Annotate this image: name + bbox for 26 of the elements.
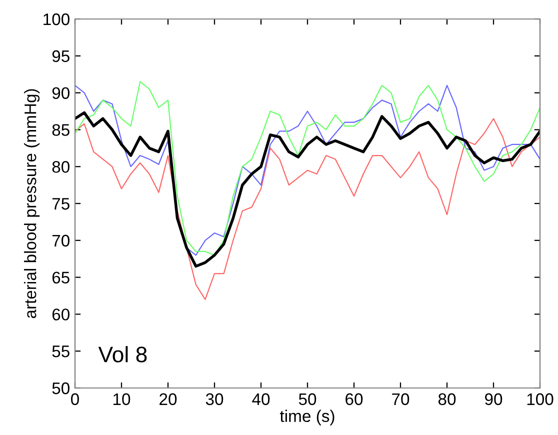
y-tick-label: 80 xyxy=(52,161,70,173)
x-tick-label: 90 xyxy=(485,393,502,406)
y-tick-label: 75 xyxy=(52,198,70,210)
x-tick-label: 40 xyxy=(252,393,270,406)
x-tick-label: 30 xyxy=(206,393,224,406)
x-tick-label: 0 xyxy=(71,393,79,406)
y-axis-title: arterial blood pressure (mmHg) xyxy=(24,89,40,318)
x-tick-label: 20 xyxy=(160,393,177,406)
x-tick-label: 100 xyxy=(527,393,554,406)
y-tick-label: 70 xyxy=(52,234,70,247)
x-axis-title: time (s) xyxy=(280,410,334,426)
y-tick-label: 90 xyxy=(52,87,70,100)
y-tick-label: 100 xyxy=(44,13,70,26)
y-tick-label: 85 xyxy=(52,124,70,136)
x-tick-label: 60 xyxy=(346,393,363,406)
annotation: Vol 8 xyxy=(98,346,147,362)
y-tick-label: 65 xyxy=(52,272,70,284)
line-series xyxy=(75,118,540,300)
y-tick-label: 55 xyxy=(52,346,70,358)
y-tick-label: 50 xyxy=(52,382,70,394)
x-tick-label: 80 xyxy=(438,393,456,406)
y-tick-label: 60 xyxy=(52,308,70,320)
y-tick-label: 95 xyxy=(52,50,70,62)
x-tick-label: 50 xyxy=(298,393,316,406)
x-tick-label: 70 xyxy=(392,393,410,406)
x-tick-label: 10 xyxy=(114,393,130,406)
